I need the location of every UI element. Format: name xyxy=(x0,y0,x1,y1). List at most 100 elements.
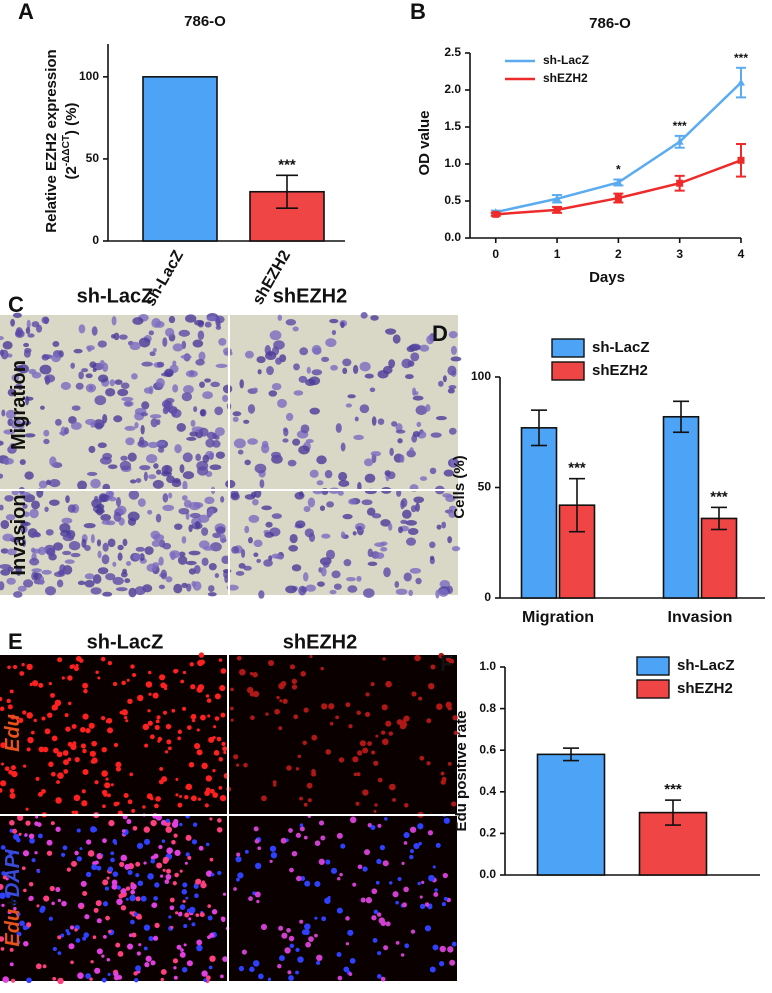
nucleus xyxy=(362,866,368,872)
nucleus xyxy=(414,654,421,662)
nucleus xyxy=(252,960,260,967)
cell xyxy=(10,419,22,425)
nucleus xyxy=(389,881,393,885)
nucleus xyxy=(101,746,107,753)
nucleus xyxy=(381,704,388,711)
cell xyxy=(70,362,75,369)
nucleus xyxy=(295,947,300,952)
cell xyxy=(17,585,27,592)
nucleus xyxy=(105,777,109,781)
cell xyxy=(325,549,336,560)
nucleus xyxy=(179,951,186,958)
nucleus xyxy=(371,915,377,921)
nucleus xyxy=(172,881,177,886)
cell xyxy=(90,478,101,489)
cell xyxy=(146,563,157,572)
cell xyxy=(316,455,327,465)
cell xyxy=(156,361,165,368)
cell xyxy=(330,364,338,371)
nucleus xyxy=(162,710,167,715)
nucleus xyxy=(286,927,291,933)
cell xyxy=(345,403,353,408)
nucleus xyxy=(286,765,292,771)
nucleus xyxy=(130,919,135,925)
cell xyxy=(353,434,364,441)
nucleus xyxy=(135,896,141,902)
nucleus xyxy=(101,977,107,983)
cell xyxy=(119,334,128,340)
cell xyxy=(132,317,144,325)
cell xyxy=(303,572,309,582)
nucleus xyxy=(0,696,3,702)
micrograph-panel xyxy=(0,312,462,599)
x-tick-label: 2 xyxy=(615,247,622,261)
cell xyxy=(31,371,42,379)
x-tick-label: Migration xyxy=(522,609,594,626)
significance-label: *** xyxy=(568,460,586,477)
cell xyxy=(285,585,297,594)
nucleus xyxy=(176,944,182,950)
nucleus xyxy=(69,925,75,930)
cell xyxy=(70,422,82,430)
cell xyxy=(111,315,117,326)
bar xyxy=(662,415,700,599)
cell xyxy=(370,451,381,457)
nucleus xyxy=(428,874,435,882)
nucleus xyxy=(116,898,123,906)
nucleus xyxy=(34,851,38,855)
cell xyxy=(194,521,201,529)
cell xyxy=(41,569,52,575)
cell xyxy=(169,550,181,559)
nucleus xyxy=(121,680,126,686)
cell xyxy=(261,505,272,511)
cell xyxy=(197,330,205,341)
cell xyxy=(283,427,289,437)
nucleus xyxy=(70,960,74,965)
nucleus xyxy=(371,888,378,895)
nucleus xyxy=(150,855,156,861)
nucleus xyxy=(174,872,179,878)
y-tick-label: 0.6 xyxy=(479,742,496,756)
nucleus xyxy=(8,850,14,856)
cell xyxy=(15,327,24,337)
cell xyxy=(5,514,16,521)
cell xyxy=(298,375,308,383)
cell xyxy=(98,374,109,383)
nucleus xyxy=(107,866,114,872)
cell xyxy=(84,573,95,580)
nucleus xyxy=(304,923,311,930)
cell xyxy=(450,345,457,356)
cell xyxy=(259,479,265,489)
nucleus xyxy=(329,721,334,726)
nucleus xyxy=(303,929,310,936)
nucleus xyxy=(37,791,43,797)
nucleus xyxy=(142,805,146,809)
cell xyxy=(121,396,134,402)
cell xyxy=(87,346,92,352)
nucleus xyxy=(189,906,196,914)
cell xyxy=(7,566,14,572)
nucleus xyxy=(77,972,84,979)
nucleus xyxy=(76,828,81,833)
marker xyxy=(553,206,561,214)
nucleus xyxy=(57,772,64,779)
nucleus xyxy=(100,715,106,721)
nucleus xyxy=(388,731,394,736)
cell xyxy=(413,496,425,504)
nucleus xyxy=(75,938,81,943)
nucleus xyxy=(246,686,254,694)
cell xyxy=(0,581,5,591)
cell xyxy=(429,541,436,549)
cell xyxy=(292,326,299,332)
cell xyxy=(52,340,60,347)
cell xyxy=(189,431,198,437)
y-axis-label: Relative EZH2 expression xyxy=(43,49,60,232)
cell xyxy=(177,555,188,565)
nucleus xyxy=(452,715,458,721)
cell xyxy=(0,569,11,576)
nucleus xyxy=(209,817,213,821)
nucleus xyxy=(370,682,375,687)
nucleus xyxy=(23,764,27,768)
panel-label: E xyxy=(8,629,23,654)
nucleus xyxy=(147,720,153,726)
